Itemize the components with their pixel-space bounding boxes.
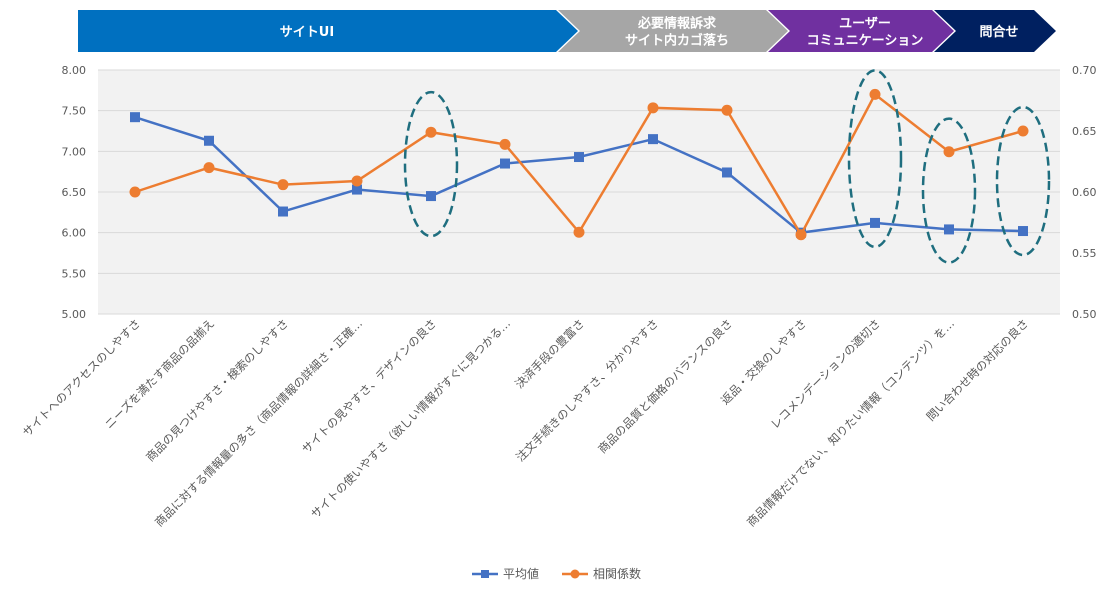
data-point bbox=[499, 138, 511, 150]
category-label: 商品の品質と価格のバランスの良さ bbox=[595, 316, 735, 456]
left-tick-label: 6.50 bbox=[62, 186, 87, 199]
left-tick-label: 5.50 bbox=[62, 267, 87, 280]
category-labels: サイトへのアクセスのしやすさニーズを満たす商品の品揃え商品の見つけやすさ・検索の… bbox=[20, 316, 1031, 529]
left-tick-label: 6.00 bbox=[62, 227, 87, 240]
right-tick-label: 0.70 bbox=[1072, 64, 1097, 77]
left-tick-label: 8.00 bbox=[62, 64, 87, 77]
legend: 平均値 相関係数 bbox=[472, 566, 641, 581]
category-label: サイトの見やすさ、デザインの良さ bbox=[299, 316, 439, 456]
legend-label: 平均値 bbox=[503, 566, 539, 581]
section-banner-0 bbox=[78, 10, 578, 52]
data-point bbox=[130, 112, 140, 123]
left-tick-label: 5.00 bbox=[62, 308, 87, 321]
data-point bbox=[426, 191, 436, 202]
banner-label: コミュニケーション bbox=[807, 34, 924, 49]
right-tick-label: 0.65 bbox=[1072, 125, 1097, 138]
data-point bbox=[721, 104, 733, 116]
category-label: サイトへのアクセスのしやすさ bbox=[20, 316, 143, 439]
data-point bbox=[351, 175, 363, 187]
data-point bbox=[352, 184, 362, 195]
data-point bbox=[944, 224, 954, 235]
legend-marker bbox=[481, 570, 489, 578]
right-tick-label: 0.55 bbox=[1072, 247, 1097, 260]
left-axis-ticks: 5.00 5.50 6.00 6.50 7.00 7.50 8.00 bbox=[62, 64, 87, 321]
highlight-ellipses bbox=[403, 69, 1051, 264]
category-label: 注文手続きのしやすさ、分かりやすさ bbox=[513, 316, 661, 464]
section-banner-3 bbox=[934, 10, 1056, 52]
data-point bbox=[647, 102, 659, 114]
banner-label: 必要情報訴求 bbox=[637, 16, 717, 32]
data-point bbox=[129, 186, 141, 198]
section-banner-2 bbox=[768, 10, 954, 52]
category-label: 決済手段の豊富さ bbox=[512, 316, 587, 391]
banner-label: ユーザー bbox=[839, 17, 891, 32]
data-point bbox=[204, 135, 214, 146]
highlight-ellipse bbox=[847, 69, 903, 249]
category-label: 商品の見つけやすさ・検索のしやすさ bbox=[143, 316, 291, 464]
data-point bbox=[870, 217, 880, 228]
right-axis-ticks: 0.50 0.55 0.60 0.65 0.70 bbox=[1072, 64, 1097, 321]
data-point bbox=[795, 229, 807, 241]
left-tick-label: 7.00 bbox=[62, 145, 87, 158]
highlight-ellipse bbox=[921, 117, 977, 264]
data-point bbox=[203, 162, 215, 174]
data-point bbox=[869, 88, 881, 100]
data-point bbox=[943, 146, 955, 158]
data-point bbox=[722, 167, 732, 178]
banner-label: サイトUI bbox=[280, 25, 334, 40]
data-point bbox=[574, 152, 584, 163]
series-group bbox=[129, 88, 1029, 241]
data-point bbox=[1017, 125, 1029, 137]
left-tick-label: 7.50 bbox=[62, 105, 87, 118]
section-banner-1 bbox=[558, 10, 788, 52]
data-point bbox=[648, 134, 658, 145]
legend-label: 相関係数 bbox=[593, 566, 641, 581]
data-point bbox=[1018, 226, 1028, 237]
data-point bbox=[425, 126, 437, 138]
legend-marker bbox=[570, 569, 580, 579]
right-tick-label: 0.50 bbox=[1072, 308, 1097, 321]
data-point bbox=[278, 206, 288, 217]
data-point bbox=[277, 179, 289, 191]
banner-label: 問合せ bbox=[979, 24, 1018, 40]
data-point bbox=[500, 158, 510, 169]
data-point bbox=[573, 226, 585, 238]
right-tick-label: 0.60 bbox=[1072, 186, 1097, 199]
highlight-ellipse bbox=[995, 105, 1051, 257]
banner-label: サイト内カゴ落ち bbox=[625, 33, 729, 49]
highlight-ellipse bbox=[403, 90, 459, 238]
